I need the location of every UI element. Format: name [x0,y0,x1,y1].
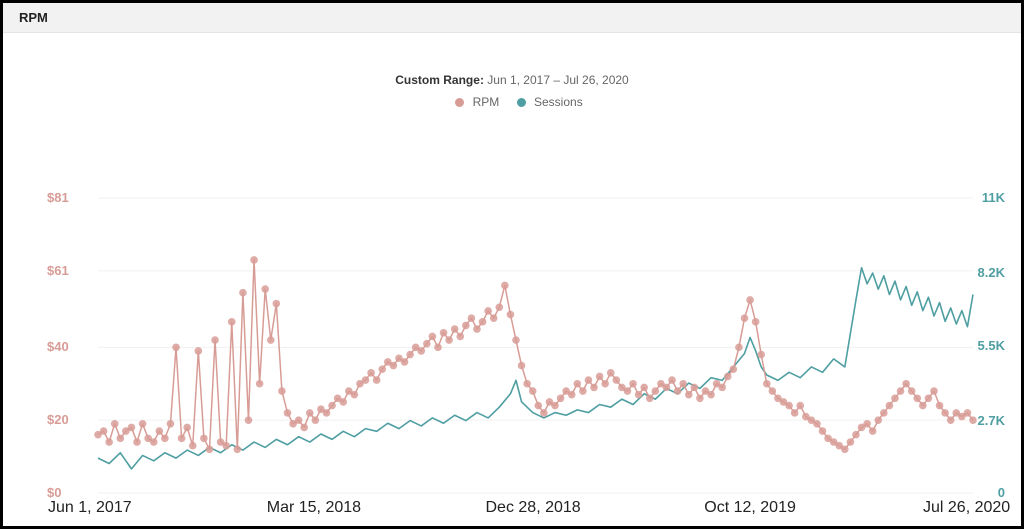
chart-canvas [3,3,1024,529]
chart-frame: RPM Custom Range: Jun 1, 2017 – Jul 26, … [0,0,1024,529]
